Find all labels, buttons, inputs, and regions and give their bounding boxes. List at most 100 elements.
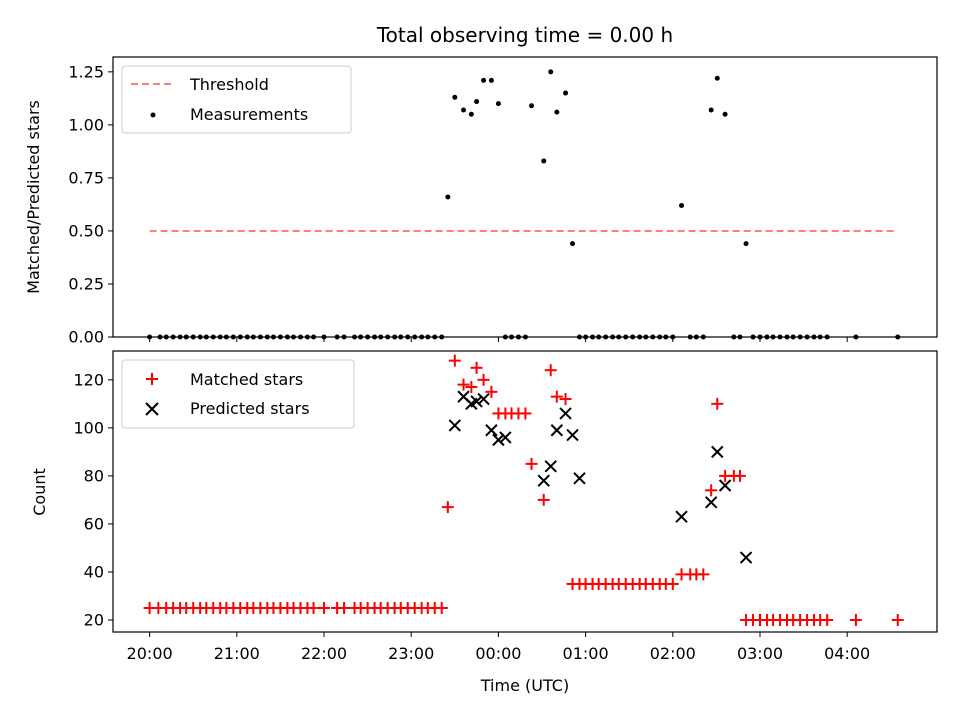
predicted-star-point	[470, 395, 483, 408]
matched-star-point	[891, 613, 904, 626]
matched-star-point	[307, 601, 320, 614]
ratio-legend: Threshold Measurements	[121, 65, 352, 134]
matched-star-point	[338, 601, 351, 614]
measurement-point	[714, 75, 720, 81]
matched-stars-legend-swatch	[146, 373, 158, 385]
matched-star-point	[666, 577, 679, 590]
predicted-star-point	[448, 419, 462, 432]
matched-star-point	[544, 364, 557, 377]
predicted-stars-series	[448, 390, 753, 564]
predicted-star-point	[573, 472, 586, 485]
predicted-stars-legend-swatch	[145, 402, 159, 416]
measurement-point	[474, 99, 480, 105]
predicted-star-point	[566, 428, 579, 442]
count-y-axis-label: Count	[30, 468, 49, 516]
x-tick-label: 03:00	[737, 644, 783, 663]
x-tick-label: 00:00	[475, 644, 521, 663]
matched-star-point	[537, 493, 550, 506]
ratio-axes-frame	[112, 56, 938, 338]
predicted-star-point	[550, 424, 564, 437]
count-legend-box	[121, 359, 355, 429]
x-tick-label: 04:00	[824, 644, 870, 663]
measurement-point	[495, 101, 501, 107]
measurement-point	[452, 94, 458, 100]
x-tick-label: 20:00	[127, 644, 173, 663]
count-y-tick-label: 120	[73, 370, 104, 389]
predicted-star-point	[537, 474, 550, 487]
measurement-point	[461, 107, 467, 113]
measurement-point	[445, 194, 451, 200]
count-y-tick-label: 100	[73, 418, 104, 437]
predicted-star-point	[718, 479, 732, 492]
count-legend: Matched stars Predicted stars	[121, 359, 355, 429]
measurement-point	[529, 103, 535, 109]
matched-star-point	[465, 381, 478, 394]
ratio-y-ticks: 0.00 0.25 0.50 0.75 1.00 1.25	[68, 62, 113, 347]
count-axes-frame	[112, 350, 938, 633]
ratio-legend-box	[121, 65, 352, 134]
matched-star-point	[435, 601, 448, 614]
measurements-legend-label: Measurements	[190, 105, 308, 124]
count-y-tick-label: 20	[84, 610, 104, 629]
x-tick-label: 02:00	[650, 644, 696, 663]
measurement-point	[554, 109, 560, 115]
predicted-star-point	[711, 445, 724, 459]
count-x-ticks: 20:00 21:00 22:00 23:00 00:00 01:00 02:00 03:00…	[127, 632, 870, 663]
measurement-point	[541, 158, 547, 164]
measurement-point	[708, 107, 714, 113]
predicted-star-point	[559, 407, 572, 420]
count-y-tick-label: 80	[84, 466, 104, 485]
ratio-x-ticks	[149, 337, 848, 342]
predicted-star-point	[499, 431, 512, 444]
ratio-y-tick-label: 1.25	[68, 62, 104, 81]
threshold-legend-label: Threshold	[189, 75, 269, 94]
matched-star-point	[705, 484, 718, 497]
matched-star-point	[441, 501, 454, 514]
measurement-point	[548, 69, 554, 75]
matched-star-point	[457, 378, 470, 391]
matched-star-point	[550, 390, 563, 403]
predicted-star-point	[739, 551, 753, 564]
ratio-y-tick-label: 0.50	[68, 221, 104, 240]
measurement-point	[481, 77, 487, 83]
count-panel: 20 40 60 80 100 120 20:00 21:00 22:00 23:00 00:00…	[30, 350, 938, 695]
matched-star-point	[477, 373, 490, 386]
matched-star-point	[559, 393, 572, 406]
matched-stars-legend-label: Matched stars	[190, 370, 303, 389]
predicted-star-point	[544, 460, 557, 473]
ratio-y-axis-label: Matched/Predicted stars	[24, 100, 43, 294]
predicted-stars-legend-label: Predicted stars	[190, 399, 310, 418]
predicted-star-point	[485, 424, 498, 437]
matched-star-point	[849, 613, 862, 626]
matched-star-point	[448, 354, 461, 367]
measurement-point	[468, 111, 474, 117]
x-tick-label: 23:00	[388, 644, 434, 663]
matched-star-point	[525, 457, 538, 470]
ratio-y-tick-label: 0.25	[68, 274, 104, 293]
x-tick-label: 01:00	[563, 644, 609, 663]
matched-star-point	[485, 385, 498, 398]
count-y-ticks: 20 40 60 80 100 120	[73, 370, 113, 629]
measurement-point	[679, 202, 685, 208]
measurement-point	[743, 241, 749, 247]
matched-stars-series	[143, 354, 904, 626]
matched-star-point	[821, 613, 834, 626]
x-tick-label: 21:00	[214, 644, 260, 663]
ratio-y-tick-label: 0.00	[68, 328, 104, 347]
count-y-tick-label: 40	[84, 562, 104, 581]
matched-star-point	[470, 361, 483, 374]
ratio-y-tick-label: 0.75	[68, 168, 104, 187]
count-y-tick-label: 60	[84, 514, 104, 533]
measurements-legend-swatch	[150, 112, 156, 118]
measurement-point	[563, 90, 569, 96]
ratio-panel: 0.00 0.25 0.50 0.75 1.00 1.25 Matched/Predict…	[24, 56, 938, 347]
x-axis-label: Time (UTC)	[480, 676, 569, 695]
predicted-star-point	[704, 496, 718, 509]
count-plot-area	[143, 354, 904, 626]
measurement-point	[488, 77, 494, 83]
figure-title: Total observing time = 0.00 h	[376, 23, 673, 47]
measurement-point	[722, 111, 728, 117]
matched-star-point	[697, 568, 710, 581]
x-tick-label: 22:00	[301, 644, 347, 663]
